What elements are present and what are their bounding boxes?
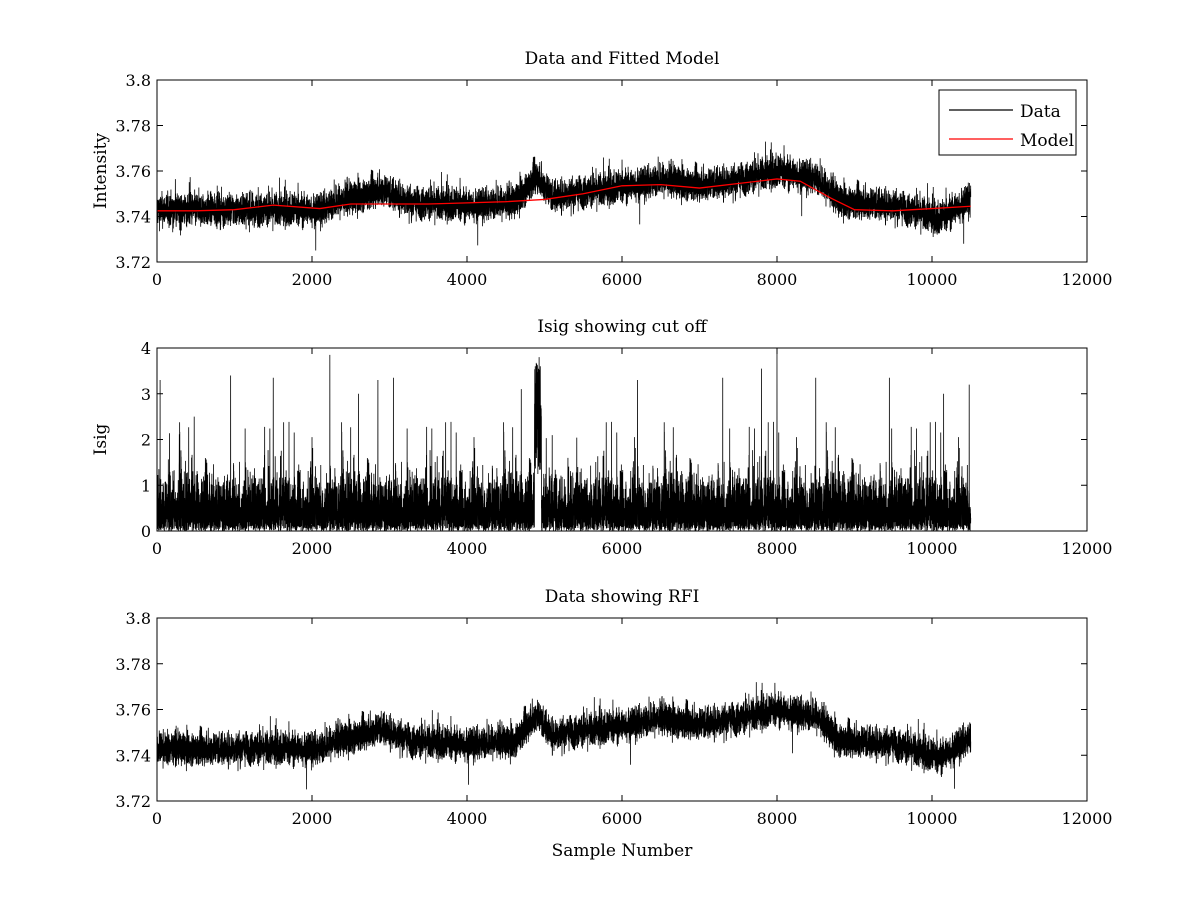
x-tick-label: 12000: [1062, 809, 1113, 828]
chart-title: Data showing RFI: [545, 587, 700, 607]
y-tick-label: 3.74: [115, 746, 151, 765]
x-tick-label: 4000: [447, 809, 488, 828]
subplot-3: 0 2000 4000 6000 8000 10000 12000 3.72 3.74 3.76 3…: [115, 587, 1112, 861]
series-data: [157, 682, 972, 790]
series-isig: [157, 352, 972, 531]
legend-label-model: Model: [1020, 131, 1074, 151]
x-axis-label: Sample Number: [552, 841, 694, 861]
x-tick-label: 8000: [757, 270, 798, 289]
x-tick-label: 6000: [602, 809, 643, 828]
x-tick-label: 0: [152, 270, 162, 289]
y-tick-label: 3.72: [115, 792, 151, 811]
series-data: [157, 141, 972, 251]
x-tick-label: 2000: [292, 539, 333, 558]
axes-box: [156, 617, 1088, 802]
subplot-2: 0 2000 4000 6000 8000 10000 12000 0 1 2 3 4 Isig sho…: [91, 317, 1112, 558]
legend-label-data: Data: [1020, 102, 1061, 122]
x-tick-label: 6000: [602, 539, 643, 558]
x-tick-label: 4000: [447, 270, 488, 289]
x-tick-label: 0: [152, 539, 162, 558]
x-tick-label: 12000: [1062, 270, 1113, 289]
chart-title: Data and Fitted Model: [525, 49, 720, 69]
subplot-1: 0 2000 4000 6000 8000 10000 12000 3.72 3.74 3.76 3…: [91, 49, 1112, 289]
y-tick-label: 2: [141, 431, 151, 450]
x-tick-label: 12000: [1062, 539, 1113, 558]
x-tick-label: 4000: [447, 539, 488, 558]
x-tick-label: 2000: [292, 809, 333, 828]
x-tick-label: 2000: [292, 270, 333, 289]
y-tick-label: 0: [141, 522, 151, 541]
y-tick-label: 4: [141, 339, 151, 358]
y-tick-label: 1: [141, 476, 151, 495]
x-tick-label: 8000: [757, 809, 798, 828]
y-tick-label: 3.8: [126, 71, 151, 90]
y-tick-label: 3: [141, 385, 151, 404]
x-tick-label: 10000: [907, 270, 958, 289]
series-model: [157, 178, 971, 212]
y-tick-label: 3.76: [115, 701, 151, 720]
y-tick-label: 3.74: [115, 208, 151, 227]
chart-title: Isig showing cut off: [537, 317, 708, 337]
y-axis-label: Isig: [91, 424, 111, 456]
x-tick-label: 8000: [757, 539, 798, 558]
x-tick-label: 0: [152, 809, 162, 828]
y-axis-label: Intensity: [91, 133, 111, 209]
legend: Data Model: [938, 89, 1077, 156]
x-tick-label: 10000: [907, 539, 958, 558]
y-tick-label: 3.78: [115, 117, 151, 136]
y-tick-label: 3.8: [126, 609, 151, 628]
x-tick-label: 6000: [602, 270, 643, 289]
y-tick-label: 3.72: [115, 253, 151, 272]
y-tick-label: 3.78: [115, 655, 151, 674]
y-tick-label: 3.76: [115, 162, 151, 181]
x-tick-label: 10000: [907, 809, 958, 828]
legend-box: [938, 89, 1077, 156]
